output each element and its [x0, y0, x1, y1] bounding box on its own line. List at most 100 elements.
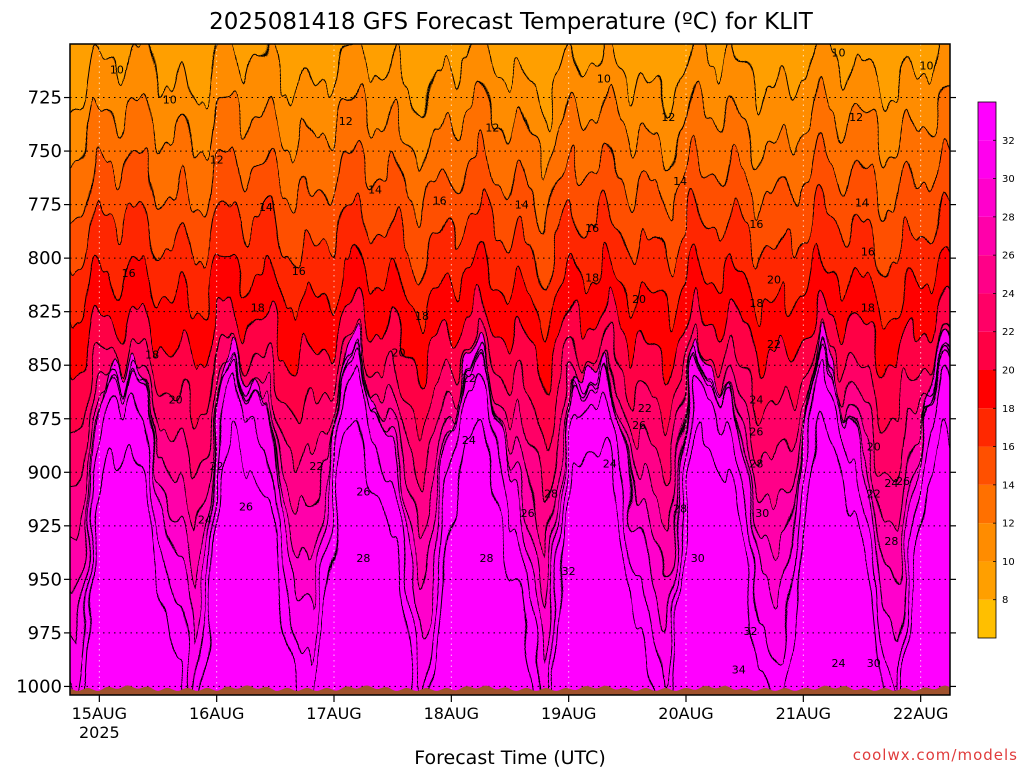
colorbar-swatch — [978, 178, 996, 217]
contour-label: 30 — [867, 657, 881, 670]
contour-label: 20 — [632, 293, 646, 306]
contour-label-layer: 10 10 10 10 10 12 12 12 12 12 14 14 14 14 14 16 16 16 16 16… — [110, 47, 934, 677]
colorbar-label: 26 — [1002, 251, 1015, 262]
contour-label: 18 — [585, 271, 599, 284]
contour-label: 18 — [145, 349, 159, 362]
contour-label: 24 — [603, 458, 617, 471]
isotherm-lines — [70, 44, 950, 695]
contour-label: 20 — [169, 393, 183, 406]
x-tick-label: 19AUG — [541, 704, 596, 723]
contour-label: 28 — [673, 503, 687, 516]
contour-label: 26 — [632, 419, 646, 432]
contour-label: 26 — [521, 507, 535, 520]
y-tick-label: 775 — [28, 195, 62, 216]
y-tick-label: 925 — [28, 516, 62, 537]
contour-label: 24 — [749, 393, 763, 406]
colorbar-label: 8 — [1002, 595, 1008, 606]
isotherm-10 — [70, 44, 941, 129]
contour-label: 20 — [767, 274, 781, 287]
y-tick-label: 950 — [28, 569, 62, 590]
y-tick-label: 875 — [28, 409, 62, 430]
contour-label: 16 — [749, 218, 763, 231]
contour-label: 28 — [884, 535, 898, 548]
contour-label: 26 — [896, 475, 910, 488]
contour-label: 30 — [755, 507, 769, 520]
contour-label: 30 — [691, 552, 705, 565]
colorbar-label: 12 — [1002, 519, 1015, 530]
credit-text: coolwx.com/models — [853, 746, 1018, 764]
contour-label: 18 — [749, 297, 763, 310]
colorbar-swatch — [978, 255, 996, 294]
colorbar: 8 10 12 14 16 18 20 22 24 26 28 30 32 — [977, 101, 1015, 639]
colorbar-swatch — [978, 216, 996, 256]
temperature-bands — [70, 44, 950, 695]
contour-label: 10 — [920, 59, 934, 72]
y-tick-label: 975 — [28, 623, 62, 644]
contour-label: 24 — [884, 477, 898, 490]
contour-label: 10 — [110, 64, 124, 77]
y-tick-label: 1000 — [16, 676, 62, 697]
contour-label: 34 — [732, 663, 746, 676]
contour-label: 12 — [210, 154, 224, 167]
colorbar-label: 24 — [1002, 289, 1015, 300]
contour-label: 10 — [832, 47, 846, 60]
y-tick-label: 800 — [28, 248, 62, 269]
contour-label: 12 — [339, 115, 353, 128]
isotherm-18 — [70, 239, 950, 343]
x-tick-label: 18AUG — [424, 704, 479, 723]
colorbar-swatch — [978, 561, 996, 600]
y-tick-label: 850 — [28, 355, 62, 376]
colorbar-label: 16 — [1002, 442, 1015, 453]
colorbar-swatch — [978, 484, 996, 524]
contour-label: 14 — [368, 184, 382, 197]
x-tick-label: 17AUG — [306, 704, 361, 723]
contour-label: 26 — [356, 486, 370, 499]
colorbar-swatch — [978, 293, 996, 332]
plot-frame — [69, 43, 951, 696]
colorbar-swatch — [978, 331, 996, 370]
x-tick-label: 20AUG — [658, 704, 713, 723]
contour-label: 14 — [515, 199, 529, 212]
colorbar-label: 10 — [1002, 557, 1015, 568]
contour-label: 16 — [292, 265, 306, 278]
y-axis: 725 750 775 800 825 850 875 900 925 950 975 1000 — [16, 88, 956, 697]
contour-label: 10 — [597, 72, 611, 85]
plot-area: 10 10 10 10 10 12 12 12 12 12 14 14 14 14 14 16 16 16 16 16… — [70, 44, 950, 695]
isotherm-22 — [70, 316, 950, 450]
isotherm-24 — [70, 335, 950, 503]
contour-label: 16 — [861, 246, 875, 259]
contour-label: 22 — [309, 460, 323, 473]
contour-label: 22 — [867, 488, 881, 501]
contour-label: 28 — [544, 488, 558, 501]
colorbar-label: 18 — [1002, 404, 1015, 415]
isotherm-32 — [70, 357, 950, 695]
contour-label: 28 — [749, 458, 763, 471]
x-tick-label: 22AUG — [893, 704, 948, 723]
colorbar-swatch — [978, 370, 996, 409]
band-32 — [70, 358, 950, 695]
contour-label: 22 — [210, 460, 224, 473]
isotherm-30 — [70, 319, 950, 665]
y-tick-label: 750 — [28, 141, 62, 162]
contour-label: 18 — [415, 310, 429, 323]
x-axis-title: Forecast Time (UTC) — [414, 747, 605, 768]
x-tick-label: 15AUG — [72, 704, 127, 723]
contour-label: 12 — [485, 122, 499, 135]
contour-label: 26 — [749, 426, 763, 439]
x-axis: 15AUG 16AUG 17AUG 18AUG 19AUG 20AUG 21AUG 22AUG — [72, 695, 948, 723]
colorbar-swatch — [978, 140, 996, 179]
contour-label: 28 — [480, 552, 494, 565]
contour-label: 16 — [433, 194, 447, 207]
contour-label: 32 — [744, 625, 758, 638]
y-tick-label: 825 — [28, 302, 62, 323]
colorbar-label: 22 — [1002, 327, 1015, 338]
contour-label: 12 — [849, 111, 863, 124]
contour-label: 22 — [638, 402, 652, 415]
isotherm-16 — [70, 185, 950, 289]
contour-label: 24 — [198, 513, 212, 526]
x-tick-label: 21AUG — [776, 704, 831, 723]
ground-terrain — [70, 685, 950, 695]
contour-label: 16 — [122, 267, 136, 280]
colorbar-swatch — [978, 102, 996, 141]
isotherm-14 — [70, 132, 950, 236]
